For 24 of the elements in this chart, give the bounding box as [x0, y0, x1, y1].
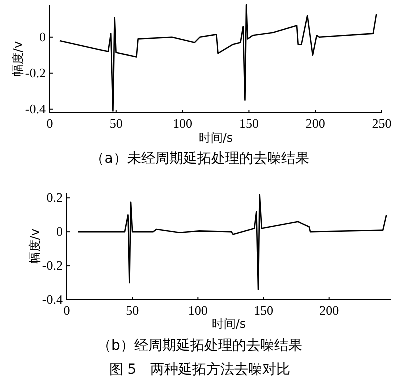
x-tick-label: 50 [110, 116, 123, 131]
y-tick-label: -0.4 [42, 292, 64, 307]
y-tick-label: 0 [40, 29, 46, 44]
x-tick-label: 150 [239, 116, 259, 131]
x-axis-title: 时间/s [212, 317, 246, 331]
text: （b）经周期延拓处理的去噪结果 [98, 338, 302, 354]
x-tick-label: 250 [372, 116, 392, 131]
caption: 图 5 两种延拓方法去噪对比 [109, 362, 291, 378]
y-tick-label: -0.4 [25, 101, 46, 116]
x-tick-label: 100 [173, 116, 193, 131]
y-axis-title: 幅度/v [11, 41, 25, 77]
x-tick-label: 50 [126, 303, 140, 318]
x-tick-label: 200 [306, 116, 326, 131]
x-axis-title: 时间/s [198, 131, 234, 145]
y-tick-label: -0.2 [42, 258, 63, 274]
line-series [78, 194, 388, 290]
x-tick-label: 150 [254, 303, 274, 318]
x-tick-label: 200 [320, 303, 340, 318]
x-tick-label: 100 [188, 303, 208, 318]
y-tick-label: -0.2 [25, 65, 46, 80]
y-axis-title: 幅度/v [28, 228, 42, 264]
y-tick-label: 0 [56, 224, 63, 240]
y-tick-label: 0.2 [46, 190, 63, 206]
text: （a）未经周期延拓处理的去噪结果 [90, 151, 310, 167]
